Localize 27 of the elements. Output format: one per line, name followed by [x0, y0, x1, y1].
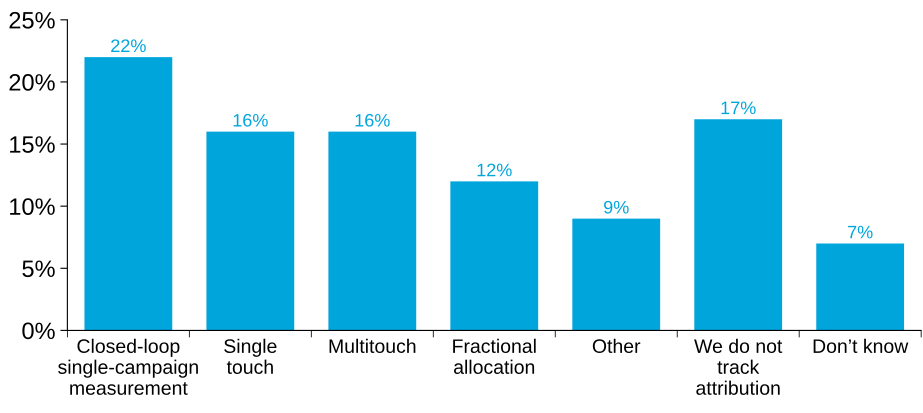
x-tick-label: Other: [592, 338, 640, 354]
bar: [816, 243, 904, 330]
y-tick-label: 5%: [22, 260, 55, 278]
bar: [206, 132, 294, 330]
bar: [572, 218, 660, 330]
y-tick-label: 25%: [10, 12, 55, 29]
x-tick-label: Fractional allocation: [453, 338, 536, 374]
y-tick-label: 10%: [10, 198, 55, 215]
x-tick-label: Multitouch: [330, 338, 416, 354]
x-tick-label: Don’t know: [814, 338, 908, 354]
bar: [694, 119, 782, 330]
data-label: 17%: [722, 102, 756, 114]
y-tick-label: 15%: [10, 136, 55, 153]
bar: [450, 181, 538, 330]
x-tick-label: We do not track attribution: [694, 338, 782, 395]
data-label: 22%: [111, 39, 146, 52]
y-tick-label: 20%: [10, 74, 55, 91]
y-tick-label: 0%: [22, 322, 55, 340]
x-tick-label: Closed-loop single-campaign measurement: [58, 338, 198, 395]
data-label: 16%: [234, 114, 268, 127]
bar: [84, 57, 172, 330]
x-tick-label: Single touch: [224, 338, 276, 374]
data-label: 7%: [848, 226, 873, 238]
data-label: 9%: [604, 200, 629, 214]
bar: [328, 132, 416, 330]
data-label: 12%: [478, 164, 512, 176]
data-label: 16%: [356, 114, 390, 127]
